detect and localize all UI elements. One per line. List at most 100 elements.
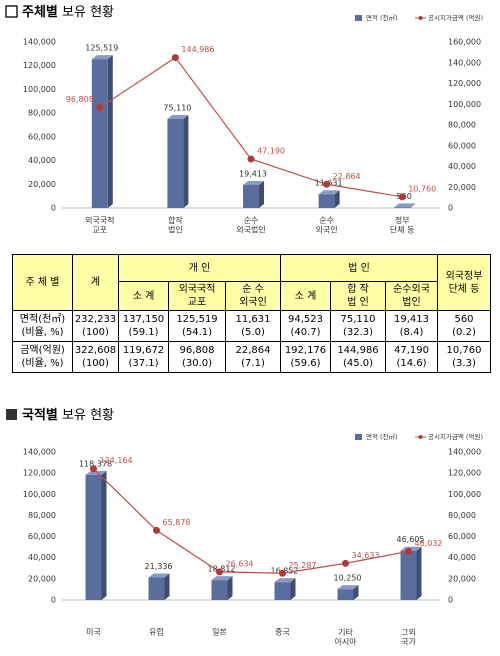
tick-label: 100,000 bbox=[23, 85, 56, 94]
line-point bbox=[171, 54, 179, 62]
table-cell: 322,608 (100) bbox=[72, 341, 119, 373]
heading-bold: 주체별 bbox=[22, 4, 58, 20]
table-cell: 22,864 (7.1) bbox=[225, 341, 281, 373]
tick-label: 0 bbox=[448, 204, 453, 213]
table-cell: 47,190 (14.6) bbox=[385, 341, 438, 373]
legend-swatch bbox=[355, 15, 362, 21]
bar-side bbox=[334, 190, 340, 208]
tick-label: 20,000 bbox=[28, 574, 56, 583]
legend-swatch bbox=[418, 16, 423, 20]
heading-box bbox=[5, 5, 18, 18]
heading-rest: 보유 현황 bbox=[62, 408, 114, 423]
bar-value-label: 75,110 bbox=[163, 103, 191, 112]
line-value-label: 124,164 bbox=[100, 456, 133, 465]
header-cell: 소 계 bbox=[118, 281, 169, 311]
tick-label: 140,000 bbox=[448, 58, 481, 67]
bar bbox=[337, 589, 354, 600]
table-cell: 119,672 (37.1) bbox=[118, 341, 169, 373]
tick-label: 40,000 bbox=[448, 553, 476, 562]
tick-label: 80,000 bbox=[448, 511, 476, 520]
legend-label: 면적 (천㎡) bbox=[366, 13, 398, 22]
category-label: 정부 단체 등 bbox=[390, 215, 415, 235]
tick-label: 20,000 bbox=[448, 183, 476, 192]
header-cell: 합 작 법 인 bbox=[330, 281, 386, 311]
category-label: 순수 외국인 bbox=[316, 216, 338, 235]
table-cell: 10,760 (3.3) bbox=[437, 341, 491, 373]
line-value-label: 144,986 bbox=[181, 45, 214, 54]
tick-label: 0 bbox=[51, 204, 56, 213]
tick-label: 120,000 bbox=[23, 61, 56, 70]
tick-label: 100,000 bbox=[448, 490, 481, 499]
line-point bbox=[323, 180, 331, 188]
category-label: 그외 국가 bbox=[401, 627, 416, 647]
heading: 국적별 보유 현황 bbox=[22, 407, 114, 423]
tick-label: 120,000 bbox=[448, 79, 481, 88]
bar-top bbox=[148, 573, 170, 578]
bar bbox=[394, 207, 411, 208]
table-row: 금액(억원) (비율, %) 322,608 (100) 119,672 (37.1… bbox=[12, 341, 491, 373]
tick-label: 0 bbox=[448, 596, 453, 605]
legend-swatch bbox=[355, 434, 362, 440]
tick-label: 40,000 bbox=[448, 162, 476, 171]
bar-value-label: 118,378 bbox=[79, 459, 112, 468]
tick-label: 20,000 bbox=[448, 574, 476, 583]
table-cell: 560 (0.2) bbox=[437, 310, 491, 342]
line-point bbox=[153, 526, 160, 534]
line-value-label: 34,633 bbox=[352, 551, 380, 560]
tick-label: 160,000 bbox=[448, 38, 481, 47]
category-label: 기타 아시아 bbox=[334, 628, 357, 647]
bar-side bbox=[164, 573, 170, 600]
line-point bbox=[247, 155, 255, 163]
table-cell: 125,519 (54.1) bbox=[168, 310, 226, 342]
bar-top bbox=[91, 55, 113, 60]
category-label: 외국국적 교포 bbox=[85, 215, 114, 235]
tick-label: 60,000 bbox=[448, 532, 476, 541]
legend-label: 공시지가금액 (억원) bbox=[428, 432, 483, 441]
tick-label: 120,000 bbox=[23, 469, 56, 478]
bar-side bbox=[353, 585, 359, 600]
table-cell: 232,233 (100) bbox=[72, 310, 119, 342]
bar-top bbox=[394, 203, 416, 208]
tick-label: 0 bbox=[51, 596, 56, 605]
bar bbox=[167, 118, 184, 208]
tick-label: 120,000 bbox=[448, 469, 481, 478]
tick-label: 80,000 bbox=[28, 109, 56, 118]
bar-side bbox=[290, 578, 296, 600]
table-cell: 면적(천㎡) (비율, %) bbox=[12, 310, 73, 342]
bar-side bbox=[227, 576, 233, 600]
tick-label: 40,000 bbox=[28, 156, 56, 165]
line-value-label: 10,760 bbox=[408, 184, 436, 193]
bar-value-label: 19,413 bbox=[239, 169, 267, 178]
heading-rest: 보유 현황 bbox=[62, 5, 114, 20]
line-point bbox=[398, 193, 406, 201]
header-cell: 계 bbox=[72, 254, 119, 311]
line-point bbox=[96, 104, 104, 112]
bar-top bbox=[337, 585, 359, 590]
line-value-label: 22,864 bbox=[333, 172, 361, 181]
tick-label: 140,000 bbox=[23, 38, 56, 47]
table-cell: 144,986 (45.0) bbox=[330, 341, 386, 373]
bar-side bbox=[107, 55, 113, 208]
category-label: 순수 외국법인 bbox=[236, 216, 265, 235]
header-cell: 소 계 bbox=[280, 281, 331, 311]
bar-value-label: 46,605 bbox=[397, 535, 425, 544]
line-value-label: 25,287 bbox=[289, 561, 317, 570]
bar bbox=[91, 59, 108, 208]
heading-bold: 국적별 bbox=[22, 407, 58, 423]
bar-side bbox=[410, 203, 416, 208]
tick-label: 80,000 bbox=[28, 511, 56, 520]
tick-label: 60,000 bbox=[28, 532, 56, 541]
category-label: 일본 bbox=[212, 628, 227, 637]
bar-side bbox=[101, 470, 107, 600]
tick-label: 40,000 bbox=[28, 553, 56, 562]
line-value-label: 96,808 bbox=[66, 95, 94, 104]
bar bbox=[318, 194, 335, 208]
line-value-label: 47,190 bbox=[257, 147, 285, 156]
heading: 주체별 보유 현황 bbox=[22, 4, 114, 20]
bar-side bbox=[183, 114, 189, 208]
tick-label: 60,000 bbox=[28, 132, 56, 141]
header-cell: 주 체 별 bbox=[12, 254, 73, 311]
